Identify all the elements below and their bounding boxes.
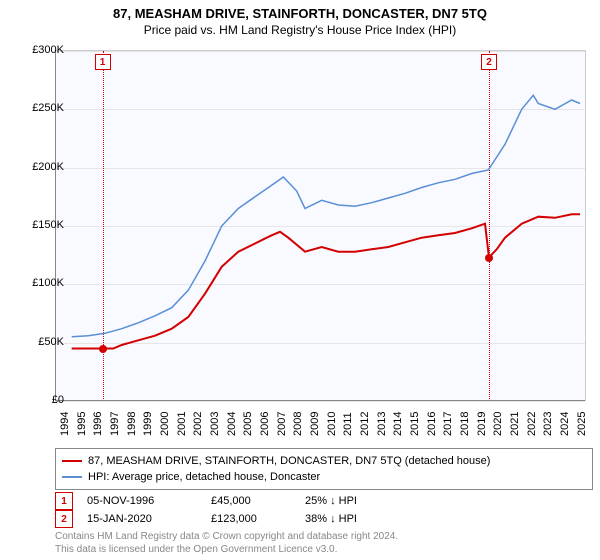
x-tick-label: 2015	[409, 412, 421, 436]
x-tick-label: 1997	[109, 412, 121, 436]
x-tick-label: 2016	[426, 412, 438, 436]
x-tick-label: 2007	[276, 412, 288, 436]
x-tick-label: 2014	[392, 412, 404, 436]
y-tick-label: £50K	[14, 336, 64, 348]
sale-dot	[99, 345, 107, 353]
footer-attribution: Contains HM Land Registry data © Crown c…	[55, 530, 398, 556]
x-tick-label: 2023	[542, 412, 554, 436]
series-property	[72, 214, 580, 348]
sale-row-price: £45,000	[211, 495, 291, 507]
y-tick-label: £200K	[14, 161, 64, 173]
chart-subtitle: Price paid vs. HM Land Registry's House …	[0, 21, 600, 37]
x-tick-label: 2019	[476, 412, 488, 436]
gridline	[55, 401, 585, 402]
x-tick-label: 2004	[226, 412, 238, 436]
x-tick-label: 1999	[142, 412, 154, 436]
legend-item: HPI: Average price, detached house, Donc…	[62, 469, 586, 485]
x-tick-label: 1995	[76, 412, 88, 436]
x-tick-label: 2017	[442, 412, 454, 436]
series-hpi	[72, 95, 580, 336]
sale-dot	[485, 254, 493, 262]
x-tick-label: 2018	[459, 412, 471, 436]
x-tick-label: 2025	[576, 412, 588, 436]
legend-item: 87, MEASHAM DRIVE, STAINFORTH, DONCASTER…	[62, 453, 586, 469]
x-tick-label: 2011	[342, 412, 354, 436]
legend-swatch	[62, 476, 82, 478]
y-tick-label: £250K	[14, 102, 64, 114]
legend-swatch	[62, 460, 82, 462]
sale-row-diff: 25% ↓ HPI	[305, 495, 357, 507]
x-tick-label: 2006	[259, 412, 271, 436]
legend: 87, MEASHAM DRIVE, STAINFORTH, DONCASTER…	[55, 448, 593, 490]
line-series	[55, 51, 585, 401]
sale-row-date: 05-NOV-1996	[87, 495, 197, 507]
x-tick-label: 2003	[209, 412, 221, 436]
y-tick-label: £150K	[14, 219, 64, 231]
chart-container: 87, MEASHAM DRIVE, STAINFORTH, DONCASTER…	[0, 0, 600, 560]
x-tick-label: 2022	[526, 412, 538, 436]
y-tick-label: £0	[14, 394, 64, 406]
footer-line1: Contains HM Land Registry data © Crown c…	[55, 530, 398, 543]
chart-title: 87, MEASHAM DRIVE, STAINFORTH, DONCASTER…	[0, 0, 600, 21]
x-tick-label: 2002	[192, 412, 204, 436]
x-tick-label: 1996	[92, 412, 104, 436]
x-tick-label: 2020	[492, 412, 504, 436]
x-tick-label: 2008	[292, 412, 304, 436]
sale-row-date: 15-JAN-2020	[87, 513, 197, 525]
x-tick-label: 1998	[126, 412, 138, 436]
sale-row-diff: 38% ↓ HPI	[305, 513, 357, 525]
x-axis	[55, 400, 585, 401]
sale-row-price: £123,000	[211, 513, 291, 525]
y-tick-label: £300K	[14, 44, 64, 56]
x-tick-label: 2000	[159, 412, 171, 436]
plot-area: 12	[55, 50, 586, 401]
x-tick-label: 2005	[242, 412, 254, 436]
sale-row: 1 05-NOV-1996 £45,000 25% ↓ HPI	[55, 492, 357, 510]
x-tick-label: 2024	[559, 412, 571, 436]
legend-label: HPI: Average price, detached house, Donc…	[88, 469, 320, 485]
y-tick-label: £100K	[14, 277, 64, 289]
x-tick-label: 2012	[359, 412, 371, 436]
sale-row: 2 15-JAN-2020 £123,000 38% ↓ HPI	[55, 510, 357, 528]
x-tick-label: 2010	[326, 412, 338, 436]
sale-row-num: 1	[55, 492, 73, 510]
footer-line2: This data is licensed under the Open Gov…	[55, 543, 398, 556]
x-tick-label: 1994	[59, 412, 71, 436]
x-tick-label: 2021	[509, 412, 521, 436]
sale-row-num: 2	[55, 510, 73, 528]
legend-label: 87, MEASHAM DRIVE, STAINFORTH, DONCASTER…	[88, 453, 490, 469]
x-tick-label: 2001	[176, 412, 188, 436]
x-tick-label: 2013	[376, 412, 388, 436]
x-tick-label: 2009	[309, 412, 321, 436]
